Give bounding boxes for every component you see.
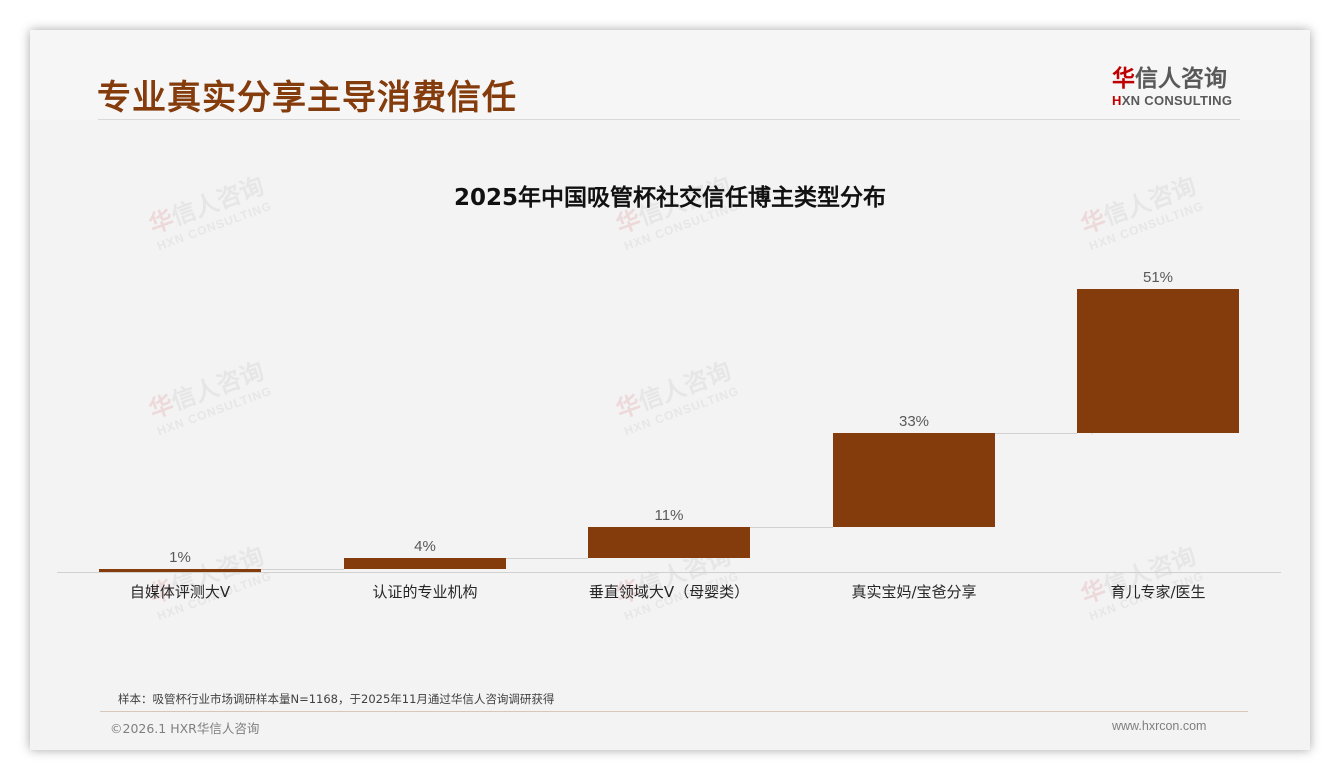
logo-en-text: XN CONSULTING (1121, 93, 1233, 108)
logo-cn-text: 信人咨询 (1135, 66, 1227, 92)
logo-accent-char: 华 (1112, 66, 1135, 92)
waterfall-chart: 1% 自媒体评测大V 4% 认证的专业机构 11% 垂直领域大V（母婴类） 33% 真实宝妈/… (30, 30, 1310, 750)
bar (1077, 289, 1239, 434)
bar (344, 557, 506, 570)
category-label: 认证的专业机构 (372, 583, 478, 601)
bar (99, 569, 261, 572)
bar-value-label: 11% (654, 506, 684, 524)
connector-line (261, 569, 344, 571)
chart-title: 2025年中国吸管杯社交信任博主类型分布 (453, 185, 886, 211)
header-divider (98, 119, 1240, 120)
company-logo: 华信人咨询 HXN CONSULTING (1112, 66, 1242, 108)
category-label: 垂直领域大V（母婴类） (588, 583, 750, 601)
logo-cn: 华信人咨询 (1112, 66, 1242, 92)
bar-value-label: 51% (1142, 269, 1174, 286)
header-band (30, 30, 1310, 120)
x-axis-line (57, 572, 1281, 573)
logo-en-accent: H (1112, 93, 1122, 108)
copyright: ©2026.1 HXR华信人咨询 (110, 721, 260, 736)
logo-en: HXN CONSULTING (1112, 93, 1242, 108)
footer-divider (100, 711, 1248, 712)
category-label: 真实宝妈/宝爸分享 (851, 583, 977, 601)
bar (833, 433, 995, 527)
connector-line (995, 433, 1077, 435)
bar-value-label: 1% (169, 549, 191, 567)
website-link[interactable]: www.hxrcon.com (1112, 719, 1207, 733)
category-label: 育儿专家/医生 (1110, 583, 1206, 601)
bar-value-label: 33% (898, 413, 930, 431)
page-title: 专业真实分享主导消费信任 (97, 78, 517, 118)
connector-line (506, 557, 588, 559)
slide: 专业真实分享主导消费信任 华信人咨询 HXN CONSULTING 华信人咨询 H… (30, 30, 1310, 750)
bar-value-label: 4% (414, 537, 436, 555)
connector-line (750, 526, 833, 528)
category-label: 自媒体评测大V (129, 583, 231, 601)
sample-note: 样本：吸管杯行业市场调研样本量N=1168，于2025年11月通过华信人咨询调研… (118, 692, 555, 706)
bar (588, 526, 750, 558)
